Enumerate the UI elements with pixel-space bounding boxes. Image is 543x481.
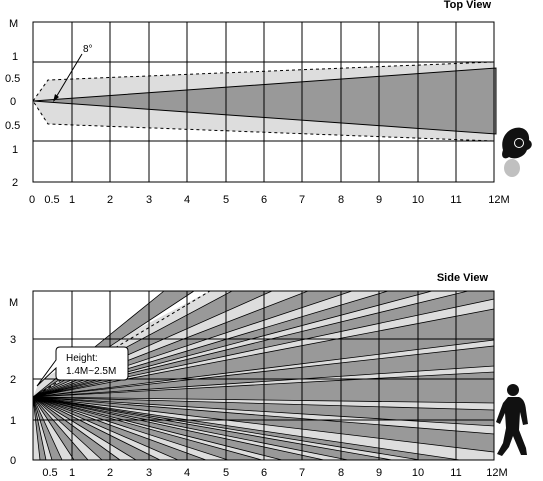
side-x-label: 6 [261, 467, 267, 479]
top-x-label: 4 [184, 194, 190, 206]
top-x-label: 8 [338, 194, 344, 206]
side-x-label: 2 [107, 467, 113, 479]
top-y-label: 2 [12, 177, 18, 189]
top-x-label: 12M [488, 194, 509, 206]
side-x-label: 11 [450, 467, 461, 479]
side-x-label: 3 [146, 467, 152, 479]
side-view-title: Side View [437, 272, 489, 284]
top-x-label: 0.5 [44, 194, 59, 206]
side-y-unit: M [9, 297, 18, 309]
height-callout: Height: 1.4M~2.5M [36, 346, 129, 387]
top-grid [32, 21, 495, 183]
angle-arrowhead [53, 94, 59, 102]
top-y-label: 0.5 [5, 73, 20, 85]
side-x-label: 9 [376, 467, 382, 479]
top-x-label: 2 [107, 194, 113, 206]
person-top-icon [502, 127, 532, 177]
side-x-label: 1 [69, 467, 75, 479]
top-x-label: 6 [261, 194, 267, 206]
side-x-label: 12M [486, 467, 507, 479]
top-x-label: 11 [450, 194, 461, 206]
top-y-label: 1 [12, 144, 18, 156]
side-x-label: 8 [338, 467, 344, 479]
top-x-label: 1 [69, 194, 75, 206]
top-y-label: 1 [12, 51, 18, 63]
top-view-title: Top View [444, 0, 492, 11]
side-y-label: 3 [10, 334, 16, 346]
top-x-label: 10 [412, 194, 424, 206]
angle-callout-line [54, 53, 83, 100]
top-y-label: 0 [10, 96, 16, 108]
side-x-label: 4 [184, 467, 190, 479]
top-x-label: 0 [29, 194, 35, 206]
top-view-panel: Top View 8° M 1 0.5 0 [5, 0, 532, 206]
top-y-label: 0.5 [5, 120, 20, 132]
walking-person-icon [496, 384, 528, 456]
top-x-label: 9 [376, 194, 382, 206]
angle-label: 8° [83, 44, 93, 55]
top-y-unit: M [9, 18, 18, 30]
side-x-label: 0.5 [42, 467, 57, 479]
top-x-label: 7 [299, 194, 305, 206]
height-note-line2: 1.4M~2.5M [66, 366, 116, 377]
side-x-label: 5 [223, 467, 229, 479]
top-x-label: 3 [146, 194, 152, 206]
side-view-panel: Side View [9, 272, 528, 479]
height-note-line1: Height: [66, 353, 98, 364]
side-y-label: 1 [10, 415, 16, 427]
side-y-label: 2 [10, 374, 16, 386]
side-y-label: 0 [10, 455, 16, 467]
top-x-label: 5 [223, 194, 229, 206]
side-outer-dashed-edge [32, 290, 211, 398]
side-x-label: 10 [412, 467, 424, 479]
side-x-label: 7 [299, 467, 305, 479]
